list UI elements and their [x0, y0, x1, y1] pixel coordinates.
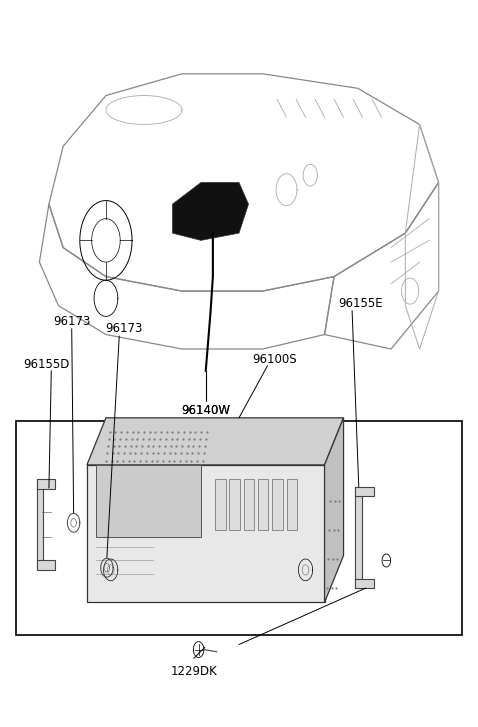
Text: 96140W: 96140W — [181, 404, 230, 417]
Polygon shape — [325, 418, 344, 603]
Text: 96155E: 96155E — [338, 297, 382, 310]
Text: 96173: 96173 — [105, 322, 143, 335]
Polygon shape — [37, 479, 43, 570]
Text: 1229DK: 1229DK — [171, 664, 217, 678]
Polygon shape — [37, 479, 55, 489]
Polygon shape — [356, 486, 374, 496]
Polygon shape — [37, 561, 55, 570]
Text: 96100S: 96100S — [252, 353, 297, 366]
Bar — [286, 479, 297, 530]
Bar — [272, 479, 282, 530]
Bar — [244, 479, 254, 530]
Text: 96173: 96173 — [53, 315, 90, 328]
Bar — [16, 422, 462, 635]
Bar — [97, 465, 201, 537]
Bar — [229, 479, 240, 530]
Bar — [87, 465, 325, 603]
Text: 96155D: 96155D — [23, 358, 70, 371]
Bar — [258, 479, 269, 530]
Polygon shape — [356, 579, 374, 588]
Polygon shape — [356, 486, 362, 588]
Polygon shape — [87, 418, 344, 465]
Bar — [215, 479, 226, 530]
Text: 96140W: 96140W — [181, 404, 230, 417]
Polygon shape — [173, 182, 249, 241]
